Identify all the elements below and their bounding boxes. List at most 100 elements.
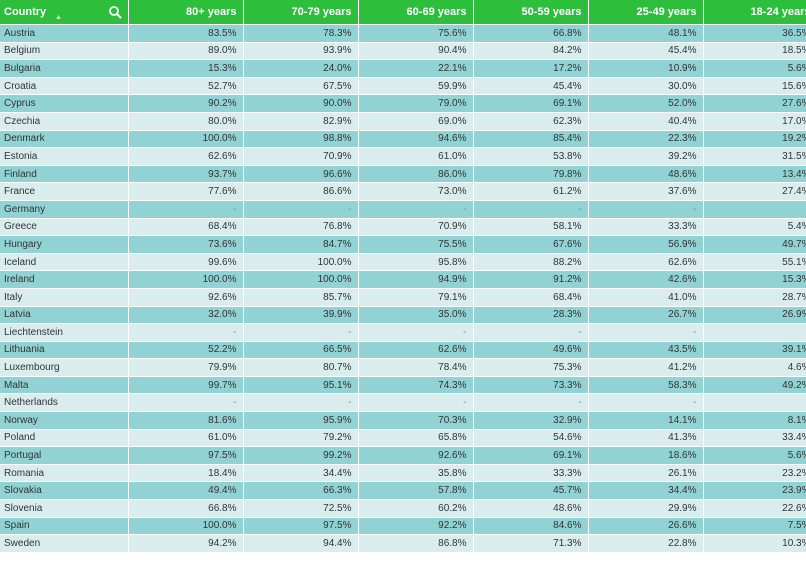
- value-cell: 84.2%: [473, 42, 589, 61]
- value-cell: 27.4%: [703, 182, 806, 201]
- value-cell: 69.0%: [358, 112, 474, 131]
- column-header-50-59[interactable]: 50-59 years: [473, 0, 589, 25]
- value-cell: 28.3%: [473, 306, 589, 325]
- value-cell: 90.2%: [128, 94, 244, 113]
- value-cell: 100.0%: [128, 270, 244, 289]
- value-cell: 83.5%: [128, 24, 244, 43]
- value-cell: 73.3%: [473, 376, 589, 395]
- column-header-80-plus[interactable]: 80+ years: [128, 0, 244, 25]
- value-cell: 100.0%: [243, 270, 359, 289]
- value-cell: 100.0%: [128, 517, 244, 536]
- value-cell: 26.1%: [588, 464, 704, 483]
- value-cell: 66.8%: [128, 499, 244, 518]
- sort-arrow-icon[interactable]: ▲: [55, 14, 62, 21]
- value-cell: -: [588, 200, 704, 219]
- country-cell: Czechia: [0, 112, 129, 131]
- country-cell: Norway: [0, 411, 129, 430]
- value-cell: 79.0%: [358, 94, 474, 113]
- country-cell: Austria: [0, 24, 129, 43]
- value-cell: 66.8%: [473, 24, 589, 43]
- value-cell: 26.9%: [703, 306, 806, 325]
- value-cell: 34.4%: [588, 481, 704, 501]
- country-cell: Belgium: [0, 42, 129, 61]
- value-cell: 78.4%: [358, 358, 474, 377]
- value-cell: 49.4%: [128, 481, 244, 501]
- value-cell: 30.0%: [588, 77, 704, 96]
- search-icon[interactable]: [108, 5, 122, 19]
- value-cell: 56.9%: [588, 235, 704, 254]
- value-cell: 4.6%: [703, 358, 806, 377]
- value-cell: 53.8%: [473, 147, 589, 166]
- value-cell: 40.4%: [588, 112, 704, 131]
- value-cell: 70.9%: [243, 147, 359, 166]
- country-cell: Estonia: [0, 147, 129, 166]
- value-cell: 76.8%: [243, 218, 359, 237]
- value-cell: 18.4%: [128, 464, 244, 483]
- country-cell: Slovenia: [0, 499, 129, 518]
- column-header-18-24[interactable]: 18-24 years: [703, 0, 806, 25]
- country-cell: Iceland: [0, 253, 129, 272]
- value-cell: 49.7%: [703, 235, 806, 254]
- value-cell: 67.5%: [243, 77, 359, 96]
- value-cell: -: [128, 393, 244, 413]
- value-cell: 22.1%: [358, 59, 474, 78]
- value-cell: 73.6%: [128, 235, 244, 254]
- table-row: Liechtenstein------: [0, 323, 806, 342]
- column-header-25-49[interactable]: 25-49 years: [588, 0, 704, 25]
- column-header-country[interactable]: Country ▲: [0, 0, 129, 25]
- value-cell: 84.7%: [243, 235, 359, 254]
- value-cell: 8.1%: [703, 411, 806, 430]
- value-cell: -: [473, 323, 589, 342]
- value-cell: 96.6%: [243, 165, 359, 184]
- country-cell: Bulgaria: [0, 59, 129, 78]
- value-cell: 39.9%: [243, 306, 359, 325]
- value-cell: 97.5%: [128, 446, 244, 465]
- value-cell: 36.5%: [703, 24, 806, 43]
- column-header-70-79[interactable]: 70-79 years: [243, 0, 359, 25]
- value-cell: 92.6%: [128, 288, 244, 307]
- value-cell: 80.7%: [243, 358, 359, 377]
- value-cell: -: [473, 393, 589, 413]
- country-cell: Croatia: [0, 77, 129, 96]
- value-cell: 99.2%: [243, 446, 359, 465]
- value-cell: 15.6%: [703, 77, 806, 96]
- value-cell: 93.7%: [128, 165, 244, 184]
- value-cell: 48.6%: [473, 499, 589, 518]
- value-cell: 23.2%: [703, 464, 806, 483]
- value-cell: -: [588, 323, 704, 342]
- value-cell: 86.6%: [243, 182, 359, 201]
- value-cell: 79.8%: [473, 165, 589, 184]
- value-cell: 73.0%: [358, 182, 474, 201]
- value-cell: 26.6%: [588, 517, 704, 536]
- value-cell: 29.9%: [588, 499, 704, 518]
- value-cell: 5.4%: [703, 218, 806, 237]
- value-cell: 49.6%: [473, 341, 589, 360]
- value-cell: 10.3%: [703, 534, 806, 553]
- value-cell: 55.1%: [703, 253, 806, 272]
- value-cell: 35.8%: [358, 464, 474, 483]
- value-cell: 62.6%: [588, 253, 704, 272]
- value-cell: 33.4%: [703, 429, 806, 448]
- value-cell: 94.4%: [243, 534, 359, 553]
- value-cell: 86.0%: [358, 165, 474, 184]
- country-cell: Lithuania: [0, 341, 129, 360]
- country-cell: Slovakia: [0, 481, 129, 501]
- column-header-60-69[interactable]: 60-69 years: [358, 0, 474, 25]
- value-cell: 82.9%: [243, 112, 359, 131]
- value-cell: 60.2%: [358, 499, 474, 518]
- value-cell: 24.0%: [243, 59, 359, 78]
